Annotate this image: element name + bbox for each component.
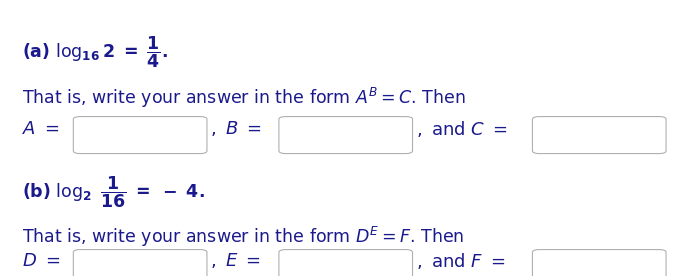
FancyBboxPatch shape [74, 250, 207, 277]
Text: $,\ \mathrm{and}\ C\ =$: $,\ \mathrm{and}\ C\ =$ [416, 119, 508, 139]
Text: $,\ E\ =$: $,\ E\ =$ [211, 251, 261, 270]
FancyBboxPatch shape [533, 117, 666, 153]
FancyBboxPatch shape [279, 250, 413, 277]
FancyBboxPatch shape [533, 250, 666, 277]
Text: $\mathbf{(b)\ \log_{2}\ \dfrac{1}{16}\ =\ -\ 4.}$: $\mathbf{(b)\ \log_{2}\ \dfrac{1}{16}\ =… [22, 174, 205, 210]
Text: $,\ B\ =$: $,\ B\ =$ [211, 119, 262, 138]
Text: That is, write your answer in the form $D^E = F$. Then: That is, write your answer in the form $… [22, 225, 464, 249]
FancyBboxPatch shape [74, 117, 207, 153]
FancyBboxPatch shape [279, 117, 413, 153]
Text: $,\ \mathrm{and}\ F\ =$: $,\ \mathrm{and}\ F\ =$ [416, 250, 506, 271]
Text: $\mathbf{(a)\ \log_{16} 2\ =\ \dfrac{1}{4}.}$: $\mathbf{(a)\ \log_{16} 2\ =\ \dfrac{1}{… [22, 34, 168, 70]
Text: $D\ =$: $D\ =$ [22, 252, 61, 270]
Text: $A\ =$: $A\ =$ [22, 120, 60, 138]
Text: That is, write your answer in the form $A^B = C$. Then: That is, write your answer in the form $… [22, 86, 466, 111]
